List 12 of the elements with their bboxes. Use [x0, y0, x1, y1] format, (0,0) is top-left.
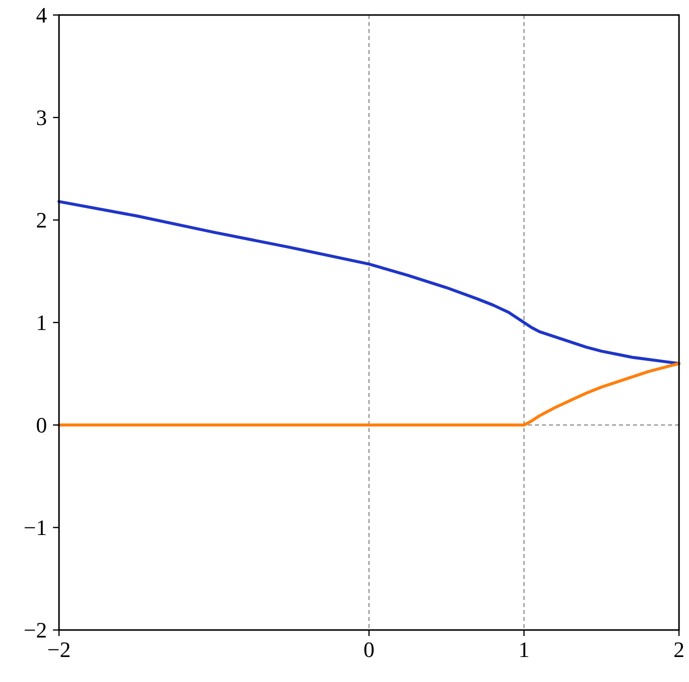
- line-series: [58, 362, 680, 426]
- y-tick-label: −1: [24, 515, 47, 540]
- y-tick-label: 2: [36, 208, 47, 233]
- y-tick-label: 1: [36, 310, 47, 336]
- y-tick-label: −2: [24, 618, 47, 643]
- y-tick-label: 3: [36, 105, 47, 130]
- x-tick-label: 2: [674, 637, 684, 662]
- x-tick-label: 0: [364, 637, 374, 662]
- y-tick-label: 0: [36, 412, 47, 438]
- x-tick-label: 1: [518, 637, 530, 662]
- y-tick-label: 4: [36, 2, 47, 28]
- line-series: [58, 200, 680, 365]
